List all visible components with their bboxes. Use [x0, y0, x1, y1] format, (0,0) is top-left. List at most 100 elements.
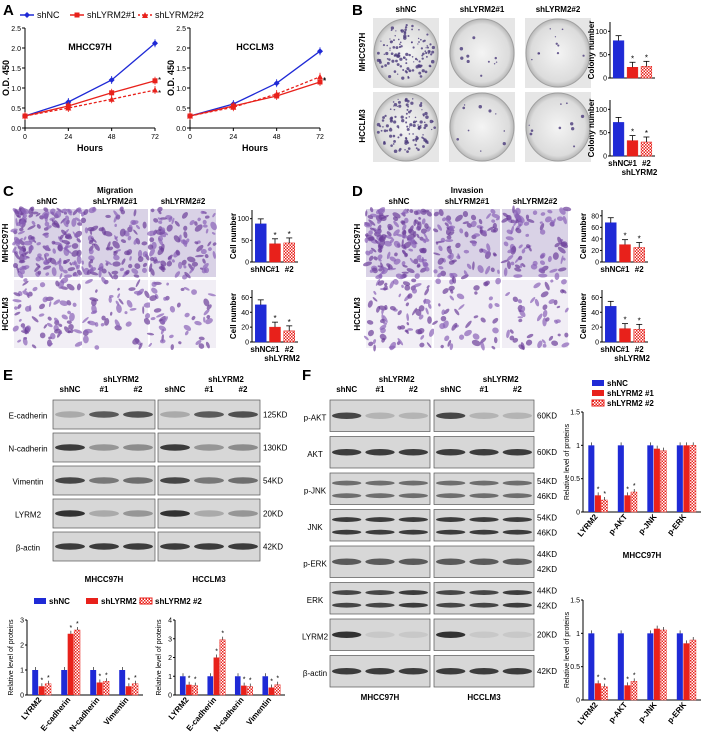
- stained-cell: [393, 220, 400, 228]
- gbar: [676, 633, 683, 700]
- growth-y-tick-label: 0.0: [11, 126, 21, 133]
- blot-lane-label: #1: [480, 385, 489, 394]
- bar: [612, 122, 625, 157]
- stained-cell: [59, 300, 69, 306]
- stained-cell: [421, 218, 426, 225]
- stained-cell: [176, 302, 181, 308]
- gbar: [38, 686, 45, 695]
- western-band-icon: [332, 631, 362, 638]
- colony-dot: [420, 102, 423, 105]
- western-band-icon: [436, 590, 466, 595]
- stained-cell: [18, 259, 26, 264]
- colony-dot: [389, 47, 391, 49]
- growth-y-tick-label: 1.5: [11, 66, 21, 73]
- western-band-icon: [436, 602, 466, 608]
- stained-cell: [515, 227, 522, 234]
- colony-dot: [381, 119, 385, 122]
- stained-cell: [532, 260, 538, 266]
- stained-cell: [404, 284, 411, 291]
- stained-cell: [109, 311, 113, 316]
- stained-cell: [562, 257, 566, 261]
- colony-dot: [418, 60, 421, 63]
- panel-label-b: B: [352, 2, 363, 19]
- colony-dot: [398, 45, 402, 49]
- colony-dot: [414, 116, 417, 119]
- gbar: [689, 445, 697, 513]
- stained-cell: [207, 293, 216, 297]
- colony-dot: [401, 76, 405, 80]
- gbar: [660, 450, 667, 513]
- colony-dot: [399, 57, 403, 61]
- stained-cell: [494, 303, 500, 307]
- stained-cell: [163, 296, 168, 301]
- gbar: [32, 670, 39, 695]
- bar-legend-swatch: [592, 380, 604, 386]
- western-band-icon: [55, 543, 85, 550]
- stained-cell: [386, 231, 392, 237]
- growth-curves: 0.0 0.5 1.0 1.5 2.0 2.5 0 24 48 72 Hours O.D. 450 MH…: [1, 26, 326, 153]
- stained-cell: [401, 271, 409, 274]
- stained-cell: [14, 209, 20, 218]
- bar: [269, 326, 281, 343]
- western-band-icon: [365, 668, 395, 675]
- colony-dot: [405, 121, 408, 124]
- gbar-category-label: p-AKT: [607, 512, 629, 536]
- gbar-category-label: p-JNK: [637, 700, 659, 724]
- stained-cell: [43, 207, 49, 212]
- stained-cell: [108, 246, 114, 251]
- gbar-star: *: [243, 677, 246, 684]
- stained-cell: [158, 220, 163, 224]
- colony-dot: [493, 63, 496, 65]
- stained-cell: [212, 242, 217, 246]
- western-band-icon: [55, 477, 85, 484]
- stained-cell: [180, 239, 188, 245]
- stained-cell: [392, 212, 401, 219]
- stained-cell: [205, 341, 210, 349]
- colony-dot: [421, 109, 423, 111]
- stained-cell: [368, 341, 374, 347]
- stained-cell: [51, 267, 57, 277]
- bar-y-tick-label: 0: [603, 154, 607, 161]
- stained-cell: [133, 209, 137, 217]
- growth-point: [317, 48, 323, 55]
- stained-cell: [85, 278, 93, 284]
- gbar-star: *: [76, 621, 79, 628]
- colony-dot: [421, 57, 424, 60]
- stained-cell: [368, 255, 374, 262]
- stained-cell: [474, 291, 478, 295]
- stained-cell: [510, 246, 517, 255]
- gbar-y-tick-label: 1: [168, 674, 172, 681]
- colony-dot: [558, 126, 562, 130]
- stained-cell: [518, 244, 523, 249]
- stained-cell: [157, 206, 163, 212]
- stained-cell: [441, 309, 446, 315]
- stained-cell: [144, 290, 150, 299]
- stained-cell: [98, 269, 102, 278]
- stained-cell: [66, 208, 72, 216]
- assay-row-label: HCCLM3: [1, 297, 10, 331]
- stained-cell: [49, 208, 56, 215]
- colony-dot: [570, 122, 574, 126]
- gbar: [207, 676, 214, 695]
- western-band-icon: [365, 412, 395, 419]
- colony-dot: [382, 126, 384, 128]
- stained-cell: [198, 336, 205, 341]
- stained-cell: [416, 233, 420, 239]
- stained-cell: [371, 267, 378, 274]
- stained-cell: [381, 308, 384, 315]
- stained-cell: [455, 214, 463, 222]
- panel-label-d: D: [352, 183, 363, 200]
- stained-cell: [406, 268, 415, 274]
- gbar-star: *: [249, 678, 252, 685]
- growth-star: *: [323, 77, 326, 86]
- gbar: [179, 676, 186, 695]
- western-band-icon: [469, 529, 499, 535]
- stained-cell: [28, 213, 34, 218]
- stained-cell: [379, 269, 386, 276]
- western-band-icon: [469, 668, 499, 675]
- stained-cell: [147, 244, 154, 250]
- stained-cell: [50, 332, 56, 340]
- colony-dot: [472, 36, 476, 40]
- bar-y-tick-label: 40: [241, 310, 249, 317]
